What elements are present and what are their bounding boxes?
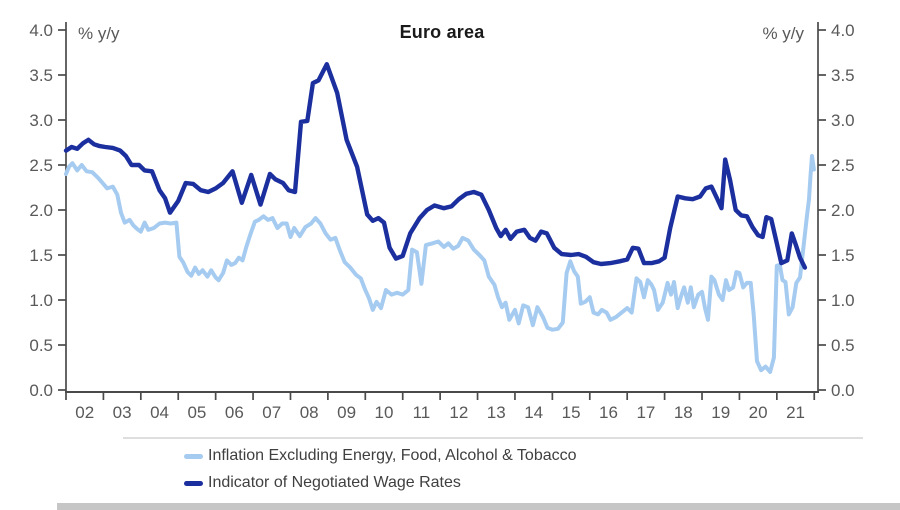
svg-text:10: 10 [375,403,394,422]
negotiated-wages-series-swatch-icon [184,480,203,486]
svg-text:13: 13 [487,403,506,422]
y-axis-unit-right: % y/y [762,24,804,43]
svg-text:2.0: 2.0 [831,201,855,220]
svg-text:11: 11 [413,403,431,422]
svg-text:09: 09 [337,403,356,422]
svg-text:1.0: 1.0 [831,291,855,310]
svg-text:3.0: 3.0 [831,111,855,130]
svg-text:07: 07 [262,403,281,422]
svg-text:15: 15 [562,403,581,422]
svg-text:4.0: 4.0 [29,21,53,40]
bottom-gray-strip [57,503,900,510]
svg-text:2.5: 2.5 [831,156,855,175]
svg-text:1.0: 1.0 [29,291,53,310]
svg-text:18: 18 [674,403,693,422]
svg-text:1.5: 1.5 [29,246,53,265]
svg-text:3.0: 3.0 [29,111,53,130]
legend-item-negotiated-wages: Indicator of Negotiated Wage Rates [184,474,577,492]
core-inflation-series-swatch-icon [184,453,203,459]
svg-text:0.5: 0.5 [831,336,855,355]
legend-label-negotiated-wages: Indicator of Negotiated Wage Rates [208,474,461,491]
svg-text:03: 03 [113,403,132,422]
svg-text:05: 05 [187,403,206,422]
svg-text:14: 14 [524,403,543,422]
svg-text:17: 17 [636,403,655,422]
svg-text:16: 16 [599,403,618,422]
svg-text:2.0: 2.0 [29,201,53,220]
svg-text:0.5: 0.5 [29,336,53,355]
y-axis-unit-left: % y/y [78,24,120,43]
legend: Inflation Excluding Energy, Food, Alcoho… [184,447,577,492]
chart-title: Euro area [399,22,485,42]
legend-item-core-inflation: Inflation Excluding Energy, Food, Alcoho… [184,447,577,465]
svg-text:3.5: 3.5 [831,66,855,85]
svg-text:02: 02 [75,403,94,422]
svg-text:2.5: 2.5 [29,156,53,175]
svg-text:3.5: 3.5 [29,66,53,85]
svg-text:1.5: 1.5 [831,246,855,265]
svg-text:12: 12 [449,403,468,422]
svg-text:19: 19 [711,403,730,422]
svg-text:06: 06 [225,403,244,422]
svg-text:20: 20 [749,403,768,422]
svg-text:4.0: 4.0 [831,21,855,40]
faint-divider-line [123,437,863,439]
svg-text:0.0: 0.0 [831,381,855,400]
svg-text:04: 04 [150,403,169,422]
svg-text:21: 21 [786,403,805,422]
svg-text:0.0: 0.0 [29,381,53,400]
svg-text:08: 08 [300,403,319,422]
legend-label-core-inflation: Inflation Excluding Energy, Food, Alcoho… [208,447,577,464]
